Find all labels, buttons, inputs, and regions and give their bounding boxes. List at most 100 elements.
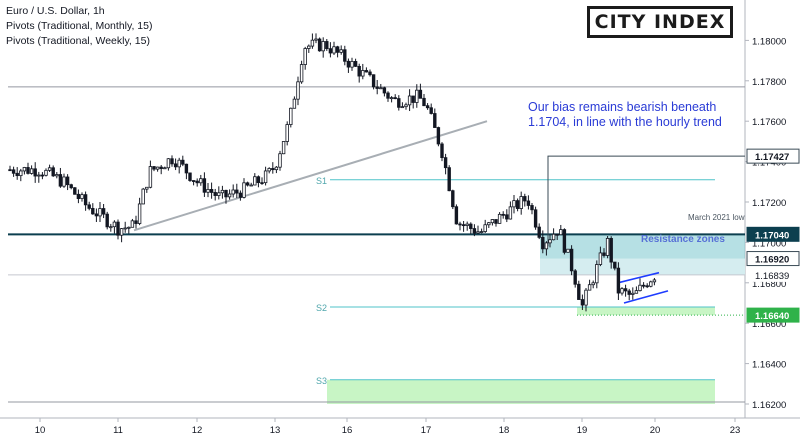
candle-body [364,70,369,73]
candle-body [148,166,153,188]
candle-body [638,284,642,292]
candle-body [541,236,545,250]
candle-body [447,167,451,192]
candle-body [73,187,77,195]
candle-body [123,227,127,230]
candle-body [357,65,361,77]
candle-body [422,97,426,107]
candle-body [508,206,513,220]
candle-body [494,219,498,224]
candle-body [91,207,95,215]
x-tick-label: 11 [113,425,123,436]
level-1.17427-line [547,155,745,247]
candle-body [487,222,491,226]
candle-body [605,238,610,256]
candle-body [469,223,473,229]
candle-body [454,206,459,225]
candle-body [559,229,563,236]
y-tick-label: 1.17200 [752,198,786,209]
candle-body [76,193,81,199]
annotation-line-1: Our bias remains bearish beneath [528,100,717,114]
candle-body [451,190,455,208]
candle-body [339,49,343,53]
candle-body [512,200,516,208]
candle-body [289,107,293,125]
candle-body [101,208,106,215]
price-badge-1.16920: 1.16920 [755,255,789,266]
candle-body [627,290,631,295]
candle-body [325,41,329,50]
candle-body [137,203,142,224]
candle-body [566,248,570,253]
candle-body [69,184,73,189]
candle-body [62,176,66,187]
candle-body [317,38,322,52]
candle-body [51,167,55,177]
x-tick-label: 20 [650,425,661,436]
candle-body [33,168,37,177]
candle-body [368,71,372,76]
candle-body [155,166,160,170]
candle-body [116,221,120,236]
candle-body [519,196,523,209]
candle-body [199,178,203,184]
candle-body [134,220,138,224]
candle-body [652,279,657,283]
candle-body [83,194,88,206]
channel-lower-line [623,290,669,304]
x-tick-label: 10 [35,425,46,436]
candle-body [476,231,480,234]
candle-body [429,107,433,114]
legend-weekly-pivots: Pivots (Traditional, Weekly, 15) [6,35,150,47]
candle-body [281,141,286,155]
candle-body [490,219,495,224]
y-tick-label: 1.17000 [752,238,786,249]
candle-body [533,209,538,228]
candle-body [505,214,509,220]
candle-body [602,252,606,256]
x-tick-label: 12 [192,425,203,436]
annotation-line-2: 1.1704, in line with the hourly trend [528,115,722,129]
candle-body [285,124,289,142]
candle-body [562,229,567,253]
candle-body [307,45,311,49]
price-badge-bg [746,148,800,164]
candle-body [11,169,16,174]
candle-body [152,166,156,170]
candle-body [188,172,192,181]
candle-body [595,264,599,284]
candle-body [58,174,63,187]
pivot-label-S3: S3 [316,376,327,386]
candle-body [379,87,383,90]
pivot-label-S1: S1 [316,176,327,186]
candle-body [271,168,275,171]
x-tick-label: 23 [730,425,741,436]
candle-body [278,153,282,168]
candle-body [253,176,257,186]
candle-body [314,38,318,41]
y-tick-label: 1.16800 [752,279,786,290]
candle-body [112,221,117,228]
city-index-logo: CITY INDEX [587,6,733,38]
candle-body [224,189,228,198]
candle-body [303,48,307,65]
zone-s2_support [577,307,715,316]
candle-body [181,159,185,165]
candle-body [515,200,520,209]
candle-body [458,223,462,226]
candle-body [256,176,261,184]
candle-body [418,89,423,99]
candle-body [631,292,635,295]
candle-body [44,169,48,176]
candle-body [260,182,264,185]
candle-body [94,213,99,217]
candle-body [465,223,469,226]
candle-body [328,48,333,54]
price-badge-bg [746,251,800,267]
y-tick-label: 1.17800 [752,77,786,88]
y-tick-label: 1.16600 [752,319,786,330]
candle-body [440,143,444,159]
candle-body [184,163,189,174]
candle-body [544,242,549,250]
